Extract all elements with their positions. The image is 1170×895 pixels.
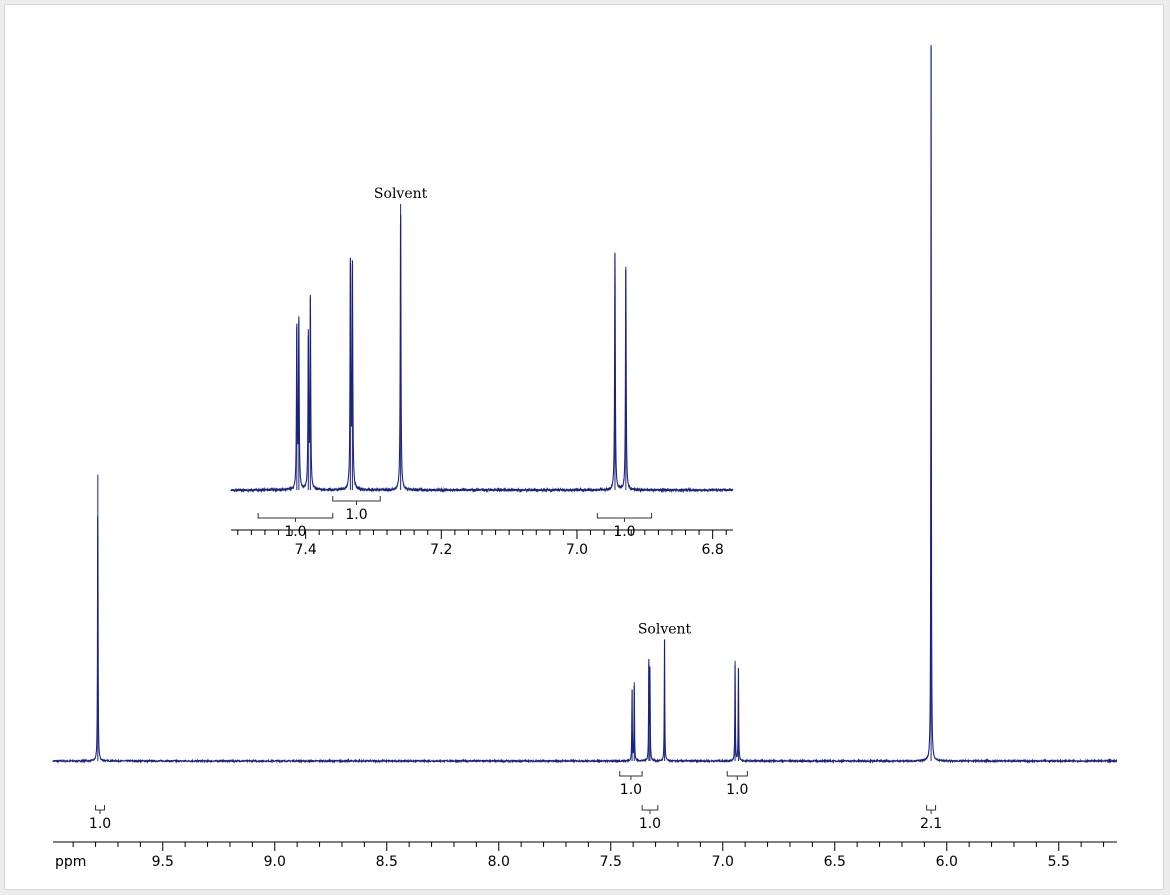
inset-integral-label-0: 1.0 xyxy=(284,524,306,540)
inset-integral-bracket-1 xyxy=(332,496,381,505)
main-integral-bracket-0 xyxy=(95,805,106,814)
inset-x-tick-label-1: 7.2 xyxy=(430,542,452,558)
inset-integral-label-1: 1.0 xyxy=(345,507,367,523)
main-x-tick-label-0: 9.5 xyxy=(152,854,174,870)
main-x-tick-label-6: 6.5 xyxy=(824,854,846,870)
main-x-tick-label-1: 9.0 xyxy=(264,854,286,870)
inset-x-tick-label-0: 7.4 xyxy=(294,542,316,558)
main-annotation-solvent: Solvent xyxy=(638,621,692,637)
nmr-spectrum-chart: Solvent 1.0 1.0 1.0 1.0 2.1 9.5 9.0 8.5 8.0 7.5 7.0… xyxy=(52,45,1118,870)
inset-integral-bracket-0 xyxy=(257,513,334,522)
main-spectrum-line xyxy=(52,47,1118,764)
inset-integral-label-2: 1.0 xyxy=(613,524,635,540)
inset-spectrum: Solvent 1.0 1.0 1.0 7.4 7.2 7.0 6.8 xyxy=(230,186,734,558)
main-integral-label-1: 1.0 xyxy=(620,782,642,798)
main-x-tick-label-2: 8.5 xyxy=(376,854,398,870)
inset-integral-bracket-2 xyxy=(596,513,653,522)
main-x-tick-label-3: 8.0 xyxy=(488,854,510,870)
main-x-tick-label-8: 5.5 xyxy=(1048,854,1070,870)
x-axis-label: ppm xyxy=(55,854,86,870)
main-integral-bracket-2 xyxy=(641,805,659,814)
main-integral-label-0: 1.0 xyxy=(89,816,111,832)
inset-x-tick-label-2: 7.0 xyxy=(566,542,588,558)
main-spectrum: Solvent 1.0 1.0 1.0 1.0 2.1 9.5 9.0 8.5 8.0 7.5 7.0… xyxy=(52,45,1118,870)
inset-spectrum-line xyxy=(230,214,734,494)
main-x-tick-label-7: 6.0 xyxy=(936,854,958,870)
inset-x-tick-label-3: 6.8 xyxy=(702,542,724,558)
main-x-tick-label-5: 7.0 xyxy=(712,854,734,870)
main-integral-bracket-1 xyxy=(619,771,643,780)
main-integral-label-3: 1.0 xyxy=(726,782,748,798)
inset-annotation-solvent: Solvent xyxy=(374,186,428,202)
spectrum-frame: Solvent 1.0 1.0 1.0 1.0 2.1 9.5 9.0 8.5 8.0 7.5 7.0… xyxy=(4,4,1164,890)
main-integral-label-4: 2.1 xyxy=(920,816,942,832)
main-integral-label-2: 1.0 xyxy=(639,816,661,832)
main-integral-bracket-4 xyxy=(926,805,937,814)
main-integral-bracket-3 xyxy=(726,771,748,780)
main-x-tick-label-4: 7.5 xyxy=(600,854,622,870)
